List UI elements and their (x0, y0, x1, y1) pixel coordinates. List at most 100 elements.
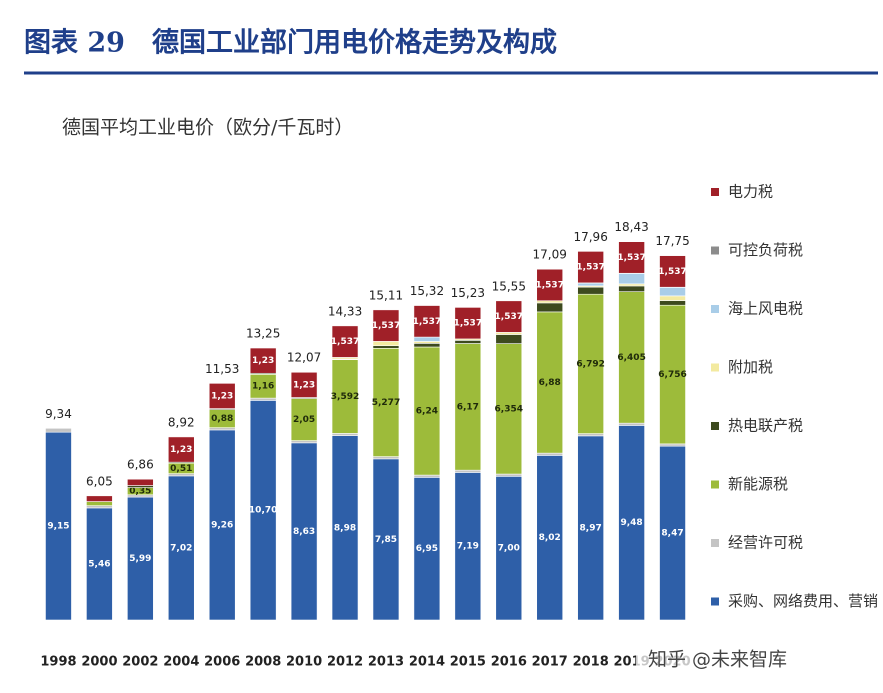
bar-segment (536, 452, 564, 456)
data-label: 6,354 (495, 404, 523, 414)
bar-segment (413, 343, 441, 348)
data-label: 3,592 (331, 392, 359, 402)
chart-title: 德国平均工业电价（欧分/千瓦时） (62, 117, 353, 139)
data-label: 8,97 (580, 523, 602, 533)
bar-segment (495, 473, 523, 477)
total-label: 17,75 (655, 234, 689, 248)
data-label: 6,756 (658, 370, 686, 380)
bar-segment (659, 300, 686, 306)
legend-label: 热电联产税 (728, 417, 803, 435)
bar-segment (45, 431, 72, 621)
legend-label: 新能源税 (728, 475, 788, 493)
data-label: 7,00 (498, 544, 520, 554)
total-label: 12,07 (287, 351, 321, 365)
data-label: 10,70 (249, 506, 277, 516)
data-label: 2,05 (293, 415, 315, 425)
bar-segment (127, 478, 154, 486)
bar-segment (495, 476, 523, 621)
bar-segment (413, 346, 441, 476)
bar-segment (331, 433, 359, 436)
legend-label: 附加税 (728, 358, 773, 376)
bar-segment (372, 341, 400, 347)
data-label: 1,537 (617, 253, 645, 263)
data-label: 1,537 (454, 319, 482, 329)
data-label: 1,537 (495, 312, 523, 322)
bar-segment (413, 305, 441, 338)
bar-segment (45, 427, 72, 433)
bar-segment (454, 340, 482, 344)
bar-segment (577, 251, 604, 284)
data-label: 1,537 (576, 263, 604, 273)
legend-label: 海上风电税 (728, 300, 803, 318)
total-label: 15,11 (369, 288, 403, 302)
legend-swatch (711, 480, 719, 489)
bar-segment (618, 273, 645, 285)
x-tick-label: 2015 (450, 655, 486, 670)
bar-segment (618, 285, 645, 292)
data-label: 1,537 (372, 321, 400, 331)
bar-segment (249, 400, 277, 621)
total-label: 6,86 (127, 458, 154, 472)
x-tick-label: 2014 (409, 655, 445, 670)
bar-segment (495, 343, 523, 475)
bar-segment (577, 293, 604, 434)
bar-segment (454, 343, 482, 471)
data-label: 1,537 (413, 317, 441, 327)
bar-segment (208, 383, 236, 409)
data-label: 1,537 (331, 337, 359, 347)
total-label: 8,92 (168, 415, 195, 429)
x-tick-label: 2006 (204, 655, 240, 670)
bar-segment (290, 371, 318, 398)
data-label: 8,98 (334, 523, 356, 533)
data-label: 7,85 (375, 535, 397, 545)
total-label: 11,53 (205, 362, 239, 376)
bar-segment (454, 472, 482, 621)
legend-swatch (711, 363, 719, 372)
bar-segment (659, 255, 686, 288)
bar-segment (372, 347, 400, 457)
bar-segment (167, 475, 195, 621)
data-label: 1,23 (211, 391, 233, 401)
bar-segment (167, 436, 195, 463)
bar-segment (495, 334, 523, 344)
bar-segment (249, 397, 277, 401)
total-label: 13,25 (246, 327, 280, 341)
total-label: 18,43 (614, 220, 648, 234)
data-label: 0,35 (129, 487, 151, 497)
bar-segment (659, 443, 686, 447)
bar-segment (372, 458, 400, 621)
bar-segment (127, 485, 154, 488)
data-label: 5,46 (88, 559, 110, 569)
legend-swatch (711, 539, 719, 547)
data-label: 1,16 (252, 382, 274, 392)
legend-label: 电力税 (728, 183, 773, 201)
total-label: 15,32 (410, 284, 444, 298)
x-tick-label: 2016 (491, 655, 527, 670)
data-label: 7,02 (170, 543, 192, 553)
data-label: 1,23 (293, 380, 315, 390)
x-tick-label: 2018 (573, 655, 609, 670)
bar-segment (372, 309, 400, 342)
data-label: 8,47 (661, 529, 683, 539)
bar-segment (372, 456, 400, 460)
data-label: 6,17 (457, 402, 479, 412)
data-label: 0,51 (170, 464, 192, 474)
legend-label: 采购、网络费用、营销 (728, 592, 878, 610)
data-label: 1,23 (252, 356, 274, 366)
x-tick-label: 2000 (81, 655, 117, 670)
bar-segment (86, 501, 113, 506)
bar-segment (454, 469, 482, 473)
bar-segment (659, 295, 686, 301)
bar-segment (659, 445, 686, 621)
bar-segment (659, 304, 686, 445)
bar-segment (208, 429, 236, 621)
data-label: 6,88 (539, 378, 561, 388)
bar-segment (495, 332, 523, 335)
total-label: 9,34 (45, 407, 72, 421)
bar-segment (577, 286, 604, 295)
bar-segment (577, 435, 604, 621)
x-tick-label: 2013 (368, 655, 404, 670)
bar-segment (536, 268, 564, 302)
x-tick-label: 2010 (286, 655, 322, 670)
